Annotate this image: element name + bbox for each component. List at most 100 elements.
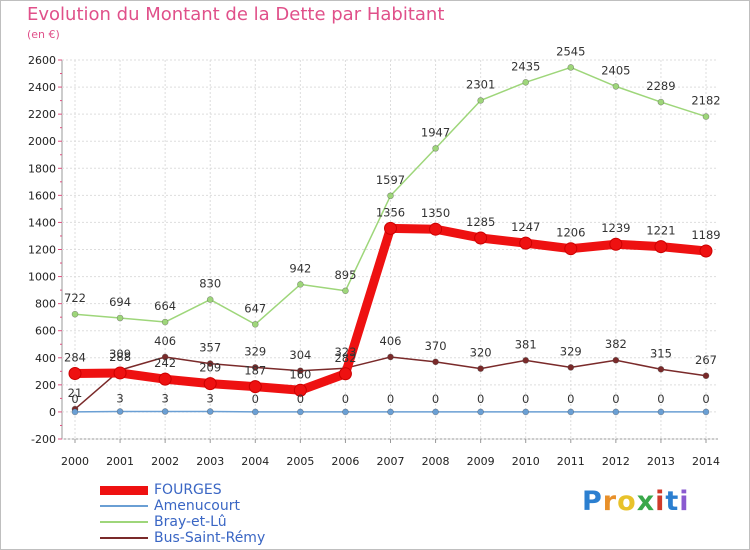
legend-label-amenucourt: Amenucourt [154,498,240,514]
data-label-fourges: 288 [109,350,131,364]
data-label-bray-et-lu: 647 [244,301,266,315]
point-fourges [293,383,307,397]
point-fourges [113,366,127,380]
x-tick-label: 2005 [286,455,314,468]
point-amenucourt [432,408,439,416]
x-tick-label: 2014 [692,455,720,468]
point-amenucourt [251,408,259,416]
point-fourges [384,221,397,235]
data-label-fourges: 1285 [466,215,495,229]
point-bus-saint-remy [251,364,259,371]
point-bus-saint-remy [477,365,484,372]
data-label-amenucourt: 3 [116,392,123,406]
point-amenucourt [116,408,124,415]
data-label-bray-et-lu: 1947 [421,125,450,139]
chart-subtitle: (en €) [27,28,60,41]
y-tick-label: 2600 [28,54,56,67]
x-tick-label: 2011 [557,455,585,468]
legend-swatch-bray-et-lu [100,521,148,523]
point-bray-et-lu [432,145,439,152]
point-bray-et-lu [477,97,484,104]
data-label-bus-saint-remy: 406 [154,334,176,348]
point-fourges [248,380,262,394]
point-amenucourt [387,408,394,416]
point-amenucourt [297,408,304,416]
point-fourges [699,244,713,258]
point-bus-saint-remy [206,360,214,367]
y-tick-label: 1200 [28,244,56,257]
point-bus-saint-remy [387,353,394,361]
point-bray-et-lu [161,318,169,326]
point-amenucourt [161,408,169,415]
x-tick-label: 2008 [422,455,450,468]
data-label-fourges: 187 [244,364,266,378]
data-label-fourges: 1189 [691,228,720,242]
point-bray-et-lu [657,98,665,106]
logo-letter: r [602,486,618,517]
legend-label-bus-saint-remy: Bus-Saint-Rémy [154,530,266,546]
point-bray-et-lu [297,281,304,288]
point-fourges [654,240,668,254]
legend-label-bray-et-lu: Bray-et-Lû [154,514,227,530]
point-amenucourt [71,408,79,416]
data-label-bray-et-lu: 2545 [556,44,585,58]
y-tick-label: 2200 [28,108,56,121]
logo-letter: t [665,486,680,517]
x-tick-label: 2004 [241,455,269,468]
data-label-fourges: 242 [154,356,176,370]
point-bus-saint-remy [161,353,169,361]
x-tick-label: 2002 [151,455,179,468]
data-label-amenucourt: 0 [71,392,78,406]
data-label-bus-saint-remy: 304 [289,348,311,362]
point-bus-saint-remy [522,357,530,364]
data-label-bray-et-lu: 2301 [466,77,495,91]
point-amenucourt [702,408,710,416]
data-label-amenucourt: 3 [207,392,214,406]
data-label-amenucourt: 0 [612,392,619,406]
data-label-bray-et-lu: 830 [199,277,221,291]
data-label-bus-saint-remy: 21 [68,386,83,400]
data-label-amenucourt: 0 [297,392,304,406]
y-tick-label: 600 [35,325,56,338]
point-amenucourt [612,408,620,416]
data-label-bray-et-lu: 1597 [376,173,405,187]
data-label-amenucourt: 0 [657,392,664,406]
data-labels: 284 288 242 209 187 160 282 1356 1350 1285 1247 120… [64,44,721,405]
data-label-bus-saint-remy: 323 [334,345,356,359]
point-bus-saint-remy [657,365,665,373]
data-label-fourges: 160 [289,367,311,381]
y-tick-label: 800 [35,298,56,311]
data-label-fourges: 1206 [556,226,585,240]
point-bus-saint-remy [702,372,710,380]
data-label-amenucourt: 0 [387,392,394,406]
data-label-bus-saint-remy: 320 [470,346,492,360]
y-tick-label: 200 [35,379,56,392]
point-fourges [564,242,578,256]
data-label-bray-et-lu: 942 [289,261,311,275]
point-fourges [474,231,488,245]
data-label-bray-et-lu: 722 [64,291,86,305]
legend-swatch-fourges [100,486,148,495]
point-bray-et-lu [342,287,349,295]
data-label-amenucourt: 0 [477,392,484,406]
point-bray-et-lu [387,192,394,200]
data-label-amenucourt: 0 [252,392,259,406]
data-label-fourges: 1247 [511,220,540,234]
data-label-amenucourt: 0 [522,392,529,406]
data-label-bus-saint-remy: 329 [244,344,266,358]
y-axis-ticks: -200 0 200 400 600 800 1000 1200 1400 1600 1800 200… [28,54,56,446]
data-label-bus-saint-remy: 315 [650,346,672,360]
grid-lines [58,59,718,443]
data-label-bray-et-lu: 694 [109,295,131,309]
y-tick-label: 0 [49,406,56,419]
proxiti-logo: Proxiti [582,486,690,517]
data-label-amenucourt: 0 [567,392,574,406]
data-label-amenucourt: 0 [342,392,349,406]
y-tick-label: 400 [35,352,56,365]
x-tick-label: 2003 [196,455,224,468]
data-label-bus-saint-remy: 309 [109,347,131,361]
point-fourges [519,236,533,250]
logo-letter: P [582,486,603,517]
data-label-bray-et-lu: 2405 [601,63,630,77]
legend-label-fourges: FOURGES [154,482,222,498]
